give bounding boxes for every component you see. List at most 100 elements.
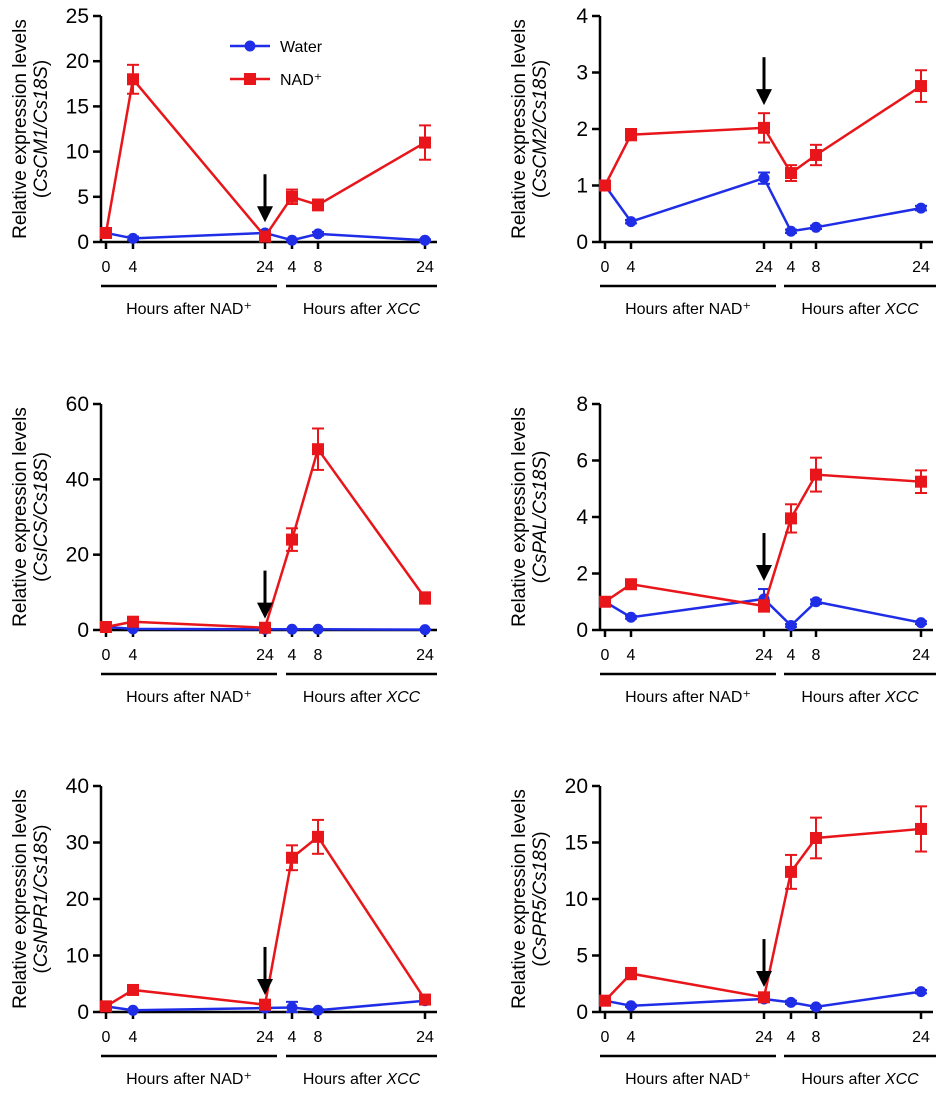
x-tick-label: 24 — [416, 647, 434, 664]
group-label-xcc: Hours after XCC — [303, 301, 421, 318]
y-tick-label: 6 — [576, 450, 588, 473]
data-point-nad — [810, 148, 822, 161]
x-tick-label: 24 — [416, 259, 434, 276]
x-tick-label: 0 — [102, 1029, 111, 1046]
group-label-xcc: Hours after XCC — [801, 301, 919, 318]
legend-marker-water — [244, 40, 256, 52]
y-tick-label: 2 — [576, 118, 588, 141]
data-point-water — [312, 228, 324, 240]
y-tick-label: 3 — [576, 62, 588, 85]
x-tick-label: 8 — [314, 647, 323, 664]
y-tick-label: 25 — [66, 5, 89, 28]
arrow-icon — [257, 174, 273, 223]
y-tick-label: 4 — [576, 5, 588, 28]
x-tick-label: 4 — [129, 259, 138, 276]
y-tick-label: 1 — [576, 175, 588, 198]
arrow-icon — [257, 946, 273, 995]
x-tick-label: 0 — [102, 647, 111, 664]
x-tick-label: 24 — [755, 1029, 773, 1046]
data-point-nad — [127, 983, 139, 996]
x-tick-label: 4 — [627, 1029, 636, 1046]
series-line-water — [603, 176, 922, 233]
data-point-nad — [312, 443, 324, 456]
x-tick-label: 24 — [912, 1029, 930, 1046]
data-point-nad — [419, 993, 431, 1006]
arrow-head — [257, 978, 273, 995]
data-point-nad — [259, 230, 271, 243]
data-point-nad — [785, 512, 797, 525]
group-label-xcc: Hours after XCC — [303, 689, 421, 706]
series-line-nad — [603, 85, 922, 187]
data-point-water — [785, 996, 797, 1008]
y-tick-label: 10 — [66, 945, 89, 968]
y-tick-label: 0 — [77, 619, 89, 642]
y-tick-label: 0 — [77, 1001, 89, 1024]
group-label-nad: Hours after NAD⁺ — [625, 301, 751, 318]
y-tick-label: 20 — [66, 50, 89, 73]
y-tick-label: 0 — [576, 619, 588, 642]
data-point-water — [810, 1001, 822, 1013]
data-point-water — [915, 617, 927, 629]
arrow-icon — [257, 570, 273, 619]
data-point-nad — [758, 121, 770, 134]
y-tick-label: 10 — [565, 888, 588, 911]
series-line-nad — [104, 76, 426, 239]
arrow-icon — [756, 57, 772, 106]
arrow-head — [257, 206, 273, 223]
y-tick-label: 15 — [66, 95, 89, 118]
data-point-water — [286, 1001, 298, 1013]
y-axis-title: Relative expression levels — [509, 789, 530, 1009]
x-tick-label: 0 — [601, 647, 610, 664]
x-tick-label: 4 — [288, 647, 297, 664]
y-tick-label: 20 — [66, 888, 89, 911]
arrow-icon — [756, 533, 772, 582]
x-tick-label: 24 — [755, 259, 773, 276]
y-tick-label: 40 — [66, 468, 89, 491]
data-point-water — [810, 596, 822, 608]
x-tick-label: 0 — [102, 259, 111, 276]
x-tick-label: 24 — [416, 1029, 434, 1046]
data-point-nad — [625, 967, 637, 980]
x-tick-label: 4 — [129, 1029, 138, 1046]
data-point-water — [419, 624, 431, 636]
y-tick-label: 20 — [66, 544, 89, 567]
group-label-xcc: Hours after XCC — [801, 1071, 919, 1088]
x-tick-label: 8 — [812, 647, 821, 664]
x-tick-label: 4 — [129, 647, 138, 664]
y-tick-label: 0 — [77, 231, 89, 254]
y-axis-gene-label: (CsPAL/Cs18S) — [530, 451, 551, 584]
data-point-nad — [127, 73, 139, 86]
x-tick-label: 4 — [787, 259, 796, 276]
group-label-nad: Hours after NAD⁺ — [625, 1071, 751, 1088]
data-point-water — [419, 234, 431, 246]
arrow-icon — [756, 939, 772, 988]
data-point-nad — [625, 128, 637, 141]
group-label-nad: Hours after NAD⁺ — [126, 689, 252, 706]
data-point-water — [915, 986, 927, 998]
data-point-nad — [758, 991, 770, 1004]
data-point-nad — [259, 998, 271, 1011]
data-point-nad — [286, 190, 298, 203]
data-point-water — [785, 225, 797, 237]
y-tick-label: 8 — [576, 393, 588, 416]
x-tick-label: 8 — [314, 259, 323, 276]
arrow-head — [756, 565, 772, 582]
legend-marker-nad — [244, 73, 256, 85]
group-label-nad: Hours after NAD⁺ — [126, 1071, 252, 1088]
data-point-nad — [259, 621, 271, 634]
group-label-nad: Hours after NAD⁺ — [126, 301, 252, 318]
data-point-nad — [100, 620, 112, 633]
data-point-water — [625, 1000, 637, 1012]
y-tick-label: 60 — [66, 393, 89, 416]
data-point-nad — [810, 468, 822, 481]
data-point-water — [286, 234, 298, 246]
y-axis-title: Relative expression levels — [10, 407, 31, 627]
y-tick-label: 4 — [576, 506, 588, 529]
x-tick-label: 8 — [812, 259, 821, 276]
y-tick-label: 5 — [77, 186, 89, 209]
x-tick-label: 4 — [787, 1029, 796, 1046]
data-point-nad — [599, 994, 611, 1007]
